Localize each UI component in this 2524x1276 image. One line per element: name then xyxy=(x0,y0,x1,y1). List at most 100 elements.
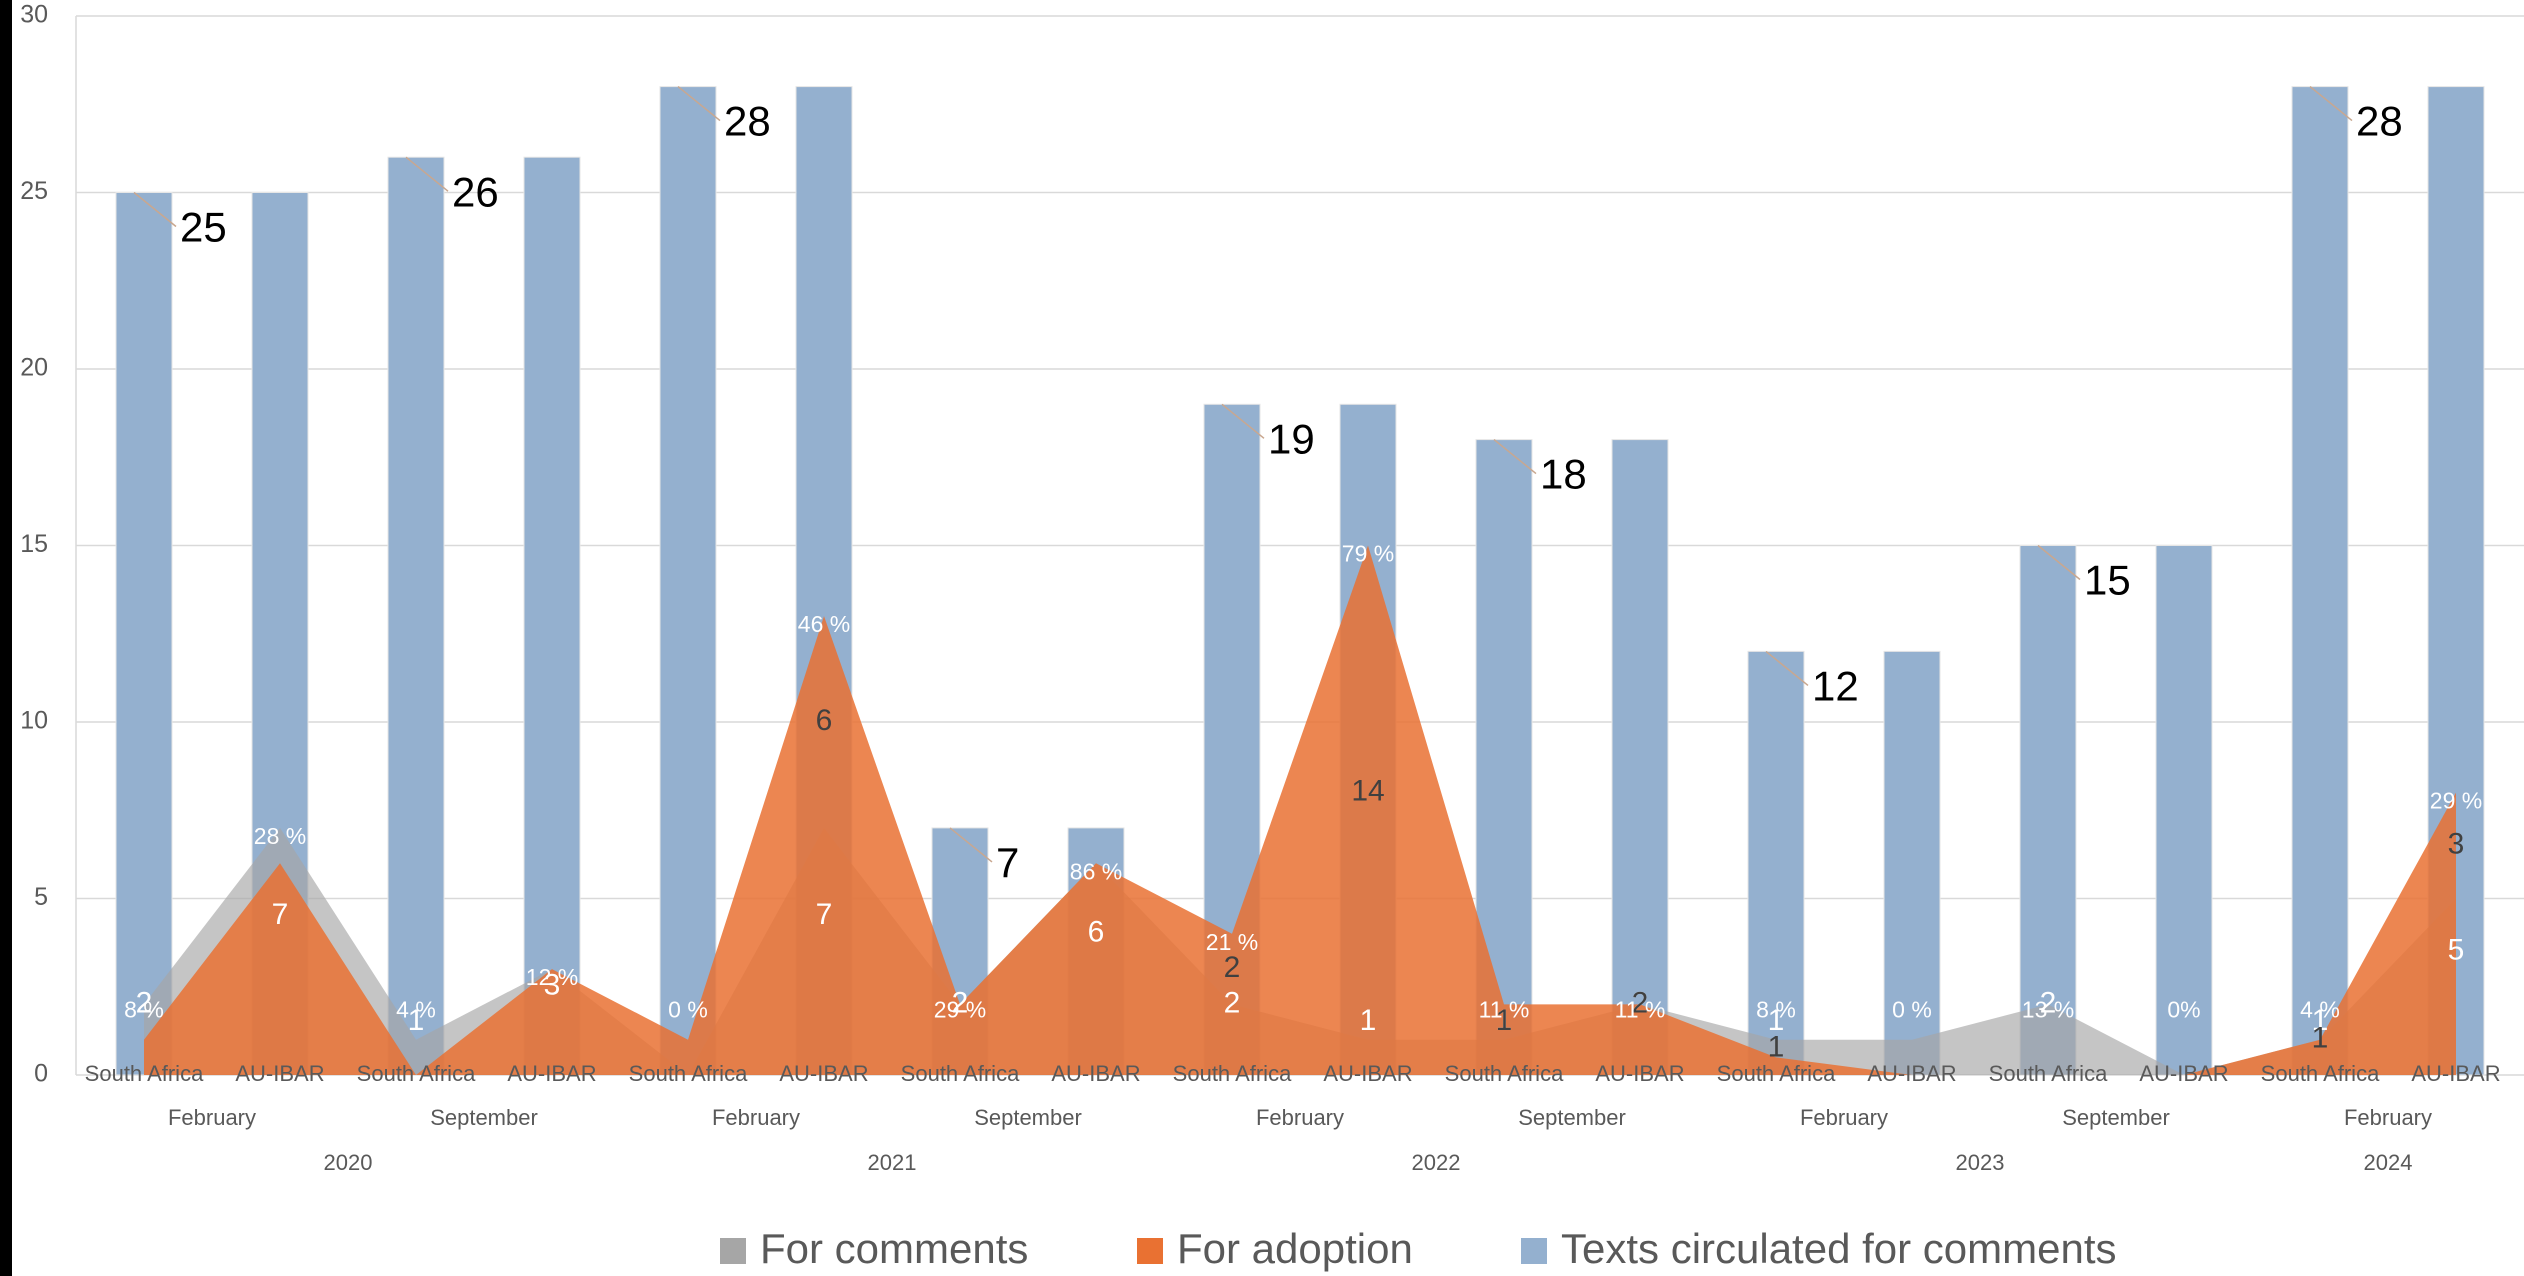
x-tick-label: South Africa xyxy=(1445,1061,1564,1086)
share-label: 8 % xyxy=(1756,997,1796,1023)
y-tick-label: 20 xyxy=(20,354,48,382)
adoption-label: 2 xyxy=(1632,986,1649,1019)
x-tick-label: South Africa xyxy=(629,1061,748,1086)
adoption-label: 1 xyxy=(2312,1022,2329,1055)
bar-value-label: 25 xyxy=(180,204,227,251)
bar-value-label: 15 xyxy=(2084,557,2131,604)
share-label: 11 % xyxy=(1615,997,1666,1023)
month-label: September xyxy=(1518,1105,1626,1130)
share-label: 0% xyxy=(2167,997,2200,1023)
comments-label: 7 xyxy=(272,898,289,931)
adoption-label: 6 xyxy=(816,704,833,737)
comments-label: 2 xyxy=(136,986,153,1019)
comments-label: 5 xyxy=(2448,933,2465,966)
bar-value-label: 19 xyxy=(1268,415,1315,462)
comments-label: 2 xyxy=(1224,986,1241,1019)
area xyxy=(144,545,2456,1075)
year-label: 2023 xyxy=(1956,1150,2005,1175)
comments-label: 7 xyxy=(816,898,833,931)
share-label: 29 % xyxy=(2430,788,2482,814)
y-tick-label: 10 xyxy=(20,707,48,735)
leader-line xyxy=(2309,86,2353,122)
share-label: 0 % xyxy=(1892,997,1932,1023)
bar xyxy=(659,86,717,1076)
x-tick-label: South Africa xyxy=(1989,1061,2108,1086)
share-label: 86 % xyxy=(1070,858,1122,884)
leader-line xyxy=(405,156,449,192)
comments-label: 3 xyxy=(544,969,561,1002)
x-tick-label: South Africa xyxy=(1173,1061,1292,1086)
comments-label: 1 xyxy=(1360,1004,1377,1037)
x-tick-label: AU-IBAR xyxy=(2139,1061,2228,1086)
comments-label: 1 xyxy=(1496,1004,1513,1037)
x-tick-label: AU-IBAR xyxy=(1867,1061,1956,1086)
bar-value-label: 7 xyxy=(996,839,1019,886)
bar xyxy=(2291,86,2349,1076)
adoption-label: 14 xyxy=(1351,775,1384,808)
legend-label: For adoption xyxy=(1177,1225,1413,1272)
leader-line xyxy=(2037,544,2081,581)
share-label: 4 % xyxy=(396,997,436,1023)
year-label: 2024 xyxy=(2364,1150,2413,1175)
month-label: February xyxy=(2344,1105,2432,1130)
adoption-label: 1 xyxy=(1496,1004,1513,1037)
bar-value-label: 26 xyxy=(452,168,499,215)
x-tick-label: AU-IBAR xyxy=(1323,1061,1412,1086)
share-label: 79 % xyxy=(1342,541,1394,567)
year-label: 2020 xyxy=(324,1150,373,1175)
share-label: 12 % xyxy=(526,964,578,990)
month-label: February xyxy=(168,1105,256,1130)
x-tick-label: AU-IBAR xyxy=(1051,1061,1140,1086)
leader-line xyxy=(949,827,993,863)
y-tick-label: 30 xyxy=(20,1,48,29)
share-label: 13 % xyxy=(2022,997,2074,1023)
x-tick-label: AU-IBAR xyxy=(1595,1061,1684,1086)
left-edge xyxy=(0,0,12,1276)
x-tick-label: AU-IBAR xyxy=(507,1061,596,1086)
bar xyxy=(1883,650,1941,1076)
x-tick-label: South Africa xyxy=(901,1061,1020,1086)
x-tick-label: South Africa xyxy=(2261,1061,2380,1086)
share-label: 11 % xyxy=(1479,997,1530,1023)
y-tick-label: 5 xyxy=(34,883,48,911)
x-tick-label: South Africa xyxy=(1717,1061,1836,1086)
comments-label: 2 xyxy=(2040,986,2057,1019)
legend-swatch xyxy=(1137,1238,1163,1264)
x-tick-label: AU-IBAR xyxy=(235,1061,324,1086)
comments-label: 1 xyxy=(408,1004,425,1037)
leader-line xyxy=(133,191,177,228)
adoption-label: 3 xyxy=(2448,827,2465,860)
x-tick-label: South Africa xyxy=(85,1061,204,1086)
comments-label: 2 xyxy=(1632,986,1649,1019)
comments-label: 1 xyxy=(1768,1004,1785,1037)
x-tick-label: South Africa xyxy=(357,1061,476,1086)
share-label: 8 % xyxy=(124,997,164,1023)
leader-line xyxy=(1765,650,1809,686)
legend-swatch xyxy=(720,1238,746,1264)
month-label: September xyxy=(430,1105,538,1130)
bar-value-label: 28 xyxy=(724,98,771,145)
comments-label: 1 xyxy=(2312,1004,2329,1037)
leader-line xyxy=(677,86,721,122)
share-label: 21 % xyxy=(1206,929,1258,955)
month-label: February xyxy=(1800,1105,1888,1130)
bar xyxy=(523,156,581,1076)
year-label: 2022 xyxy=(1412,1150,1461,1175)
comments-label: 2 xyxy=(952,986,969,1019)
bar xyxy=(1747,650,1805,1076)
month-label: February xyxy=(712,1105,800,1130)
adoption-label: 1 xyxy=(1768,1030,1785,1063)
x-tick-label: AU-IBAR xyxy=(779,1061,868,1086)
bar xyxy=(1611,439,1669,1076)
share-label: 29 % xyxy=(934,997,986,1023)
comments-label: 6 xyxy=(1088,916,1105,949)
x-tick-label: AU-IBAR xyxy=(2411,1061,2500,1086)
y-tick-label: 25 xyxy=(20,177,48,205)
legend-label: For comments xyxy=(760,1225,1028,1272)
leader-line xyxy=(1493,439,1537,475)
share-label: 0 % xyxy=(668,997,708,1023)
y-tick-label: 0 xyxy=(34,1060,48,1088)
bar xyxy=(2019,545,2077,1076)
year-label: 2021 xyxy=(868,1150,917,1175)
